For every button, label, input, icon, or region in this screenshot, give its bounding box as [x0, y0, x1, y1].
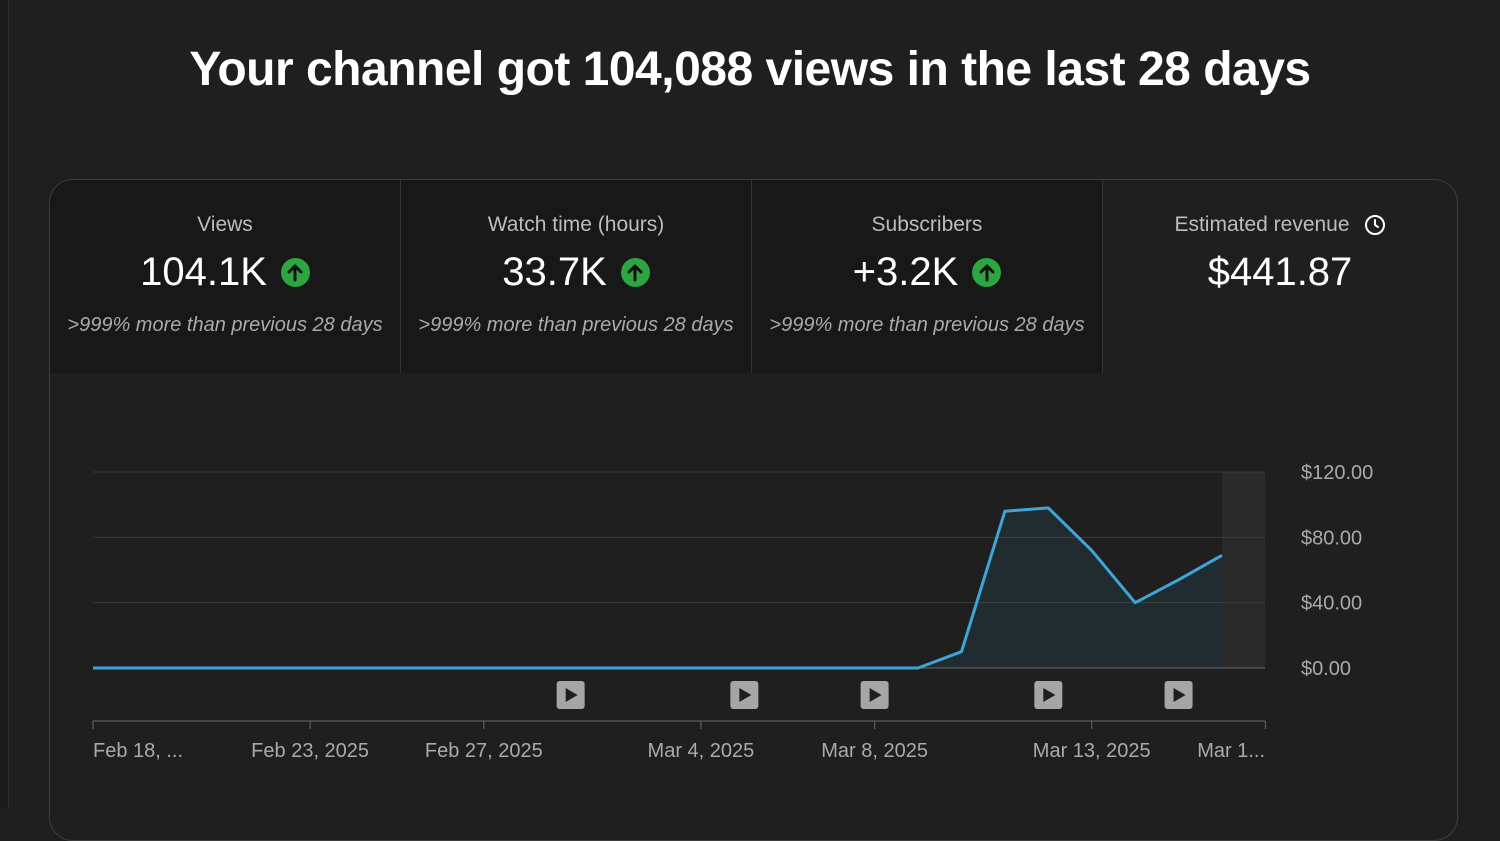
x-tick-label: Mar 4, 2025 [648, 740, 755, 762]
metric-comparison: >999% more than previous 28 days [769, 314, 1085, 336]
arrow-up-icon [972, 258, 1002, 287]
play-icon[interactable] [565, 688, 578, 702]
metric-label: Views [197, 213, 253, 236]
series-line [93, 506, 1223, 670]
metric-tab-subscribers[interactable]: Subscribers +3.2K >999% more than previo… [752, 180, 1103, 373]
metric-value: 104.1K [140, 250, 267, 294]
metric-value: 33.7K [502, 250, 607, 294]
y-tick-label: $80.00 [1301, 527, 1362, 549]
metric-value: +3.2K [852, 250, 959, 294]
metric-label: Subscribers [871, 213, 983, 236]
clock-icon[interactable] [1364, 214, 1386, 236]
x-tick-label: Feb 23, 2025 [251, 740, 369, 762]
play-icon[interactable] [1173, 688, 1186, 702]
metric-comparison: >999% more than previous 28 days [418, 314, 734, 336]
metric-tab-views[interactable]: Views 104.1K >999% more than previous 28… [50, 180, 401, 373]
metric-value: $441.87 [1207, 250, 1353, 294]
arrow-up-icon [280, 258, 310, 287]
metric-label: Estimated revenue [1174, 213, 1350, 236]
play-icon[interactable] [869, 688, 882, 702]
metric-tabs: Views 104.1K >999% more than previous 28… [50, 180, 1457, 373]
play-icon[interactable] [739, 688, 752, 702]
metric-value-row: +3.2K [752, 250, 1102, 295]
page-headline: Your channel got 104,088 views in the la… [189, 43, 1311, 96]
metric-value-row: $441.87 [1103, 250, 1457, 295]
series-area [93, 507, 1222, 668]
left-edge-divider [0, 0, 9, 808]
metric-label: Watch time (hours) [487, 213, 665, 236]
y-tick-label: $40.00 [1301, 593, 1362, 615]
x-tick-label: Mar 8, 2025 [821, 740, 928, 762]
x-tick-label: Mar 13, 2025 [1033, 740, 1151, 762]
revenue-chart: $0.00 $40.00 $80.00 $120.00 Feb 18, ... Feb 2… [50, 373, 1457, 840]
analytics-card: Views 104.1K >999% more than previous 28… [49, 179, 1458, 841]
arrow-up-icon [620, 258, 650, 287]
last-day-highlight [1222, 472, 1265, 668]
x-tick-label: Feb 27, 2025 [425, 740, 543, 762]
play-icon[interactable] [1043, 688, 1056, 702]
x-tick-label: Mar 1... [1197, 740, 1265, 762]
metric-value-row: 104.1K [50, 250, 400, 295]
metric-tab-estimated-revenue[interactable]: Estimated revenue $441.87 [1103, 180, 1457, 373]
metric-value-row: 33.7K [401, 250, 751, 295]
y-tick-label: $0.00 [1301, 658, 1351, 680]
x-tick-label: Feb 18, ... [93, 740, 183, 762]
revenue-chart-svg: $0.00 $40.00 $80.00 $120.00 Feb 18, ... Feb 2… [92, 462, 1373, 762]
metric-tab-watch-time[interactable]: Watch time (hours) 33.7K >999% more than… [401, 180, 752, 373]
y-tick-label: $120.00 [1301, 462, 1373, 484]
metric-comparison: >999% more than previous 28 days [67, 314, 383, 336]
metric-label-row: Estimated revenue [1103, 213, 1457, 237]
